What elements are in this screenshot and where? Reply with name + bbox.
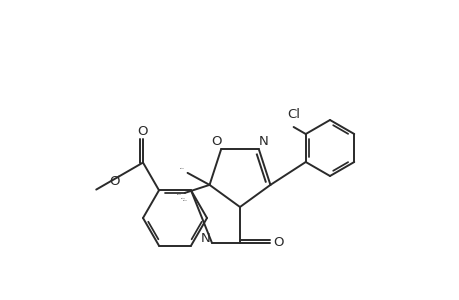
Text: N: N [201, 232, 210, 245]
Text: methyl: methyl [179, 168, 184, 169]
Text: methyl: methyl [180, 197, 185, 199]
Text: O: O [137, 125, 148, 138]
Text: methyl: methyl [177, 193, 181, 194]
Text: O: O [109, 175, 120, 188]
Text: Cl: Cl [286, 108, 299, 121]
Text: methyl: methyl [182, 200, 187, 201]
Text: O: O [211, 135, 221, 148]
Text: N: N [258, 135, 268, 148]
Text: O: O [272, 236, 283, 250]
